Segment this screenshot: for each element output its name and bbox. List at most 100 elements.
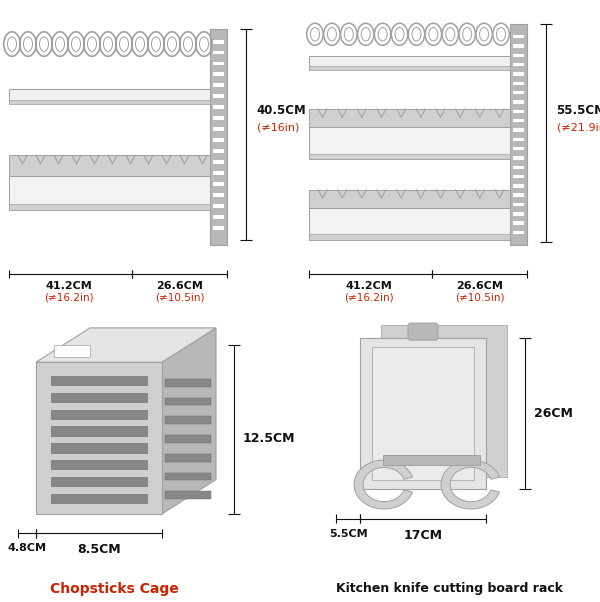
FancyBboxPatch shape [51,494,147,503]
FancyBboxPatch shape [513,137,523,141]
Text: Kitchen knife cutting board rack: Kitchen knife cutting board rack [337,582,563,595]
FancyBboxPatch shape [513,45,523,48]
FancyBboxPatch shape [309,190,510,208]
FancyBboxPatch shape [164,454,211,462]
FancyBboxPatch shape [513,72,523,76]
FancyBboxPatch shape [213,51,223,55]
FancyBboxPatch shape [213,61,223,66]
Polygon shape [36,328,216,362]
Text: Chopsticks Cage: Chopsticks Cage [50,582,178,597]
FancyBboxPatch shape [164,473,211,480]
Text: (≠16.2in): (≠16.2in) [44,293,94,302]
FancyBboxPatch shape [513,91,523,95]
FancyBboxPatch shape [309,56,510,69]
FancyBboxPatch shape [51,460,147,470]
FancyBboxPatch shape [513,222,523,225]
FancyBboxPatch shape [164,417,211,424]
FancyBboxPatch shape [9,155,210,176]
FancyBboxPatch shape [164,491,211,499]
FancyBboxPatch shape [513,128,523,132]
FancyBboxPatch shape [164,379,211,386]
FancyBboxPatch shape [510,25,527,245]
FancyBboxPatch shape [513,231,523,234]
FancyBboxPatch shape [408,323,438,340]
FancyBboxPatch shape [309,154,510,159]
FancyBboxPatch shape [213,40,223,43]
FancyBboxPatch shape [513,63,523,66]
Text: 26.6CM: 26.6CM [457,281,503,291]
FancyBboxPatch shape [213,72,223,76]
Text: 17CM: 17CM [404,529,443,542]
Text: 26CM: 26CM [534,407,573,420]
FancyBboxPatch shape [213,182,223,186]
FancyBboxPatch shape [513,203,523,206]
FancyBboxPatch shape [360,338,486,489]
FancyBboxPatch shape [513,184,523,188]
Text: (≠16.2in): (≠16.2in) [344,293,394,302]
Text: (≠16in): (≠16in) [257,122,299,132]
FancyBboxPatch shape [213,160,223,164]
FancyBboxPatch shape [51,410,147,419]
FancyBboxPatch shape [513,166,523,169]
FancyBboxPatch shape [213,203,223,208]
FancyBboxPatch shape [513,175,523,178]
Text: 8.5CM: 8.5CM [77,543,121,556]
FancyBboxPatch shape [9,176,210,211]
FancyBboxPatch shape [51,426,147,436]
FancyBboxPatch shape [513,193,523,197]
FancyBboxPatch shape [9,101,210,104]
Text: 55.5CM: 55.5CM [557,104,600,117]
FancyBboxPatch shape [213,193,223,197]
FancyBboxPatch shape [9,204,210,211]
FancyBboxPatch shape [213,215,223,219]
FancyBboxPatch shape [213,95,223,98]
Text: (≠10.5in): (≠10.5in) [455,293,505,302]
Text: 12.5CM: 12.5CM [243,432,296,444]
FancyBboxPatch shape [51,477,147,486]
Text: 5.5CM: 5.5CM [329,529,367,539]
Text: 4.8CM: 4.8CM [7,543,47,553]
Polygon shape [354,460,413,509]
FancyBboxPatch shape [213,226,223,229]
FancyBboxPatch shape [513,35,523,39]
FancyBboxPatch shape [513,54,523,57]
Polygon shape [441,460,500,509]
FancyBboxPatch shape [54,345,90,357]
FancyBboxPatch shape [210,29,227,245]
FancyBboxPatch shape [513,110,523,113]
Polygon shape [381,326,507,477]
FancyBboxPatch shape [372,347,474,480]
FancyBboxPatch shape [213,171,223,175]
FancyBboxPatch shape [309,127,510,159]
FancyBboxPatch shape [164,397,211,405]
Text: 40.5CM: 40.5CM [257,104,306,117]
FancyBboxPatch shape [513,156,523,160]
FancyBboxPatch shape [213,116,223,120]
FancyBboxPatch shape [383,455,480,465]
Text: 26.6CM: 26.6CM [157,281,203,291]
FancyBboxPatch shape [309,66,510,70]
FancyBboxPatch shape [51,393,147,402]
FancyBboxPatch shape [36,362,162,514]
FancyBboxPatch shape [513,212,523,216]
FancyBboxPatch shape [213,127,223,131]
Polygon shape [162,328,216,514]
FancyBboxPatch shape [213,84,223,87]
FancyBboxPatch shape [513,82,523,85]
FancyBboxPatch shape [309,208,510,240]
FancyBboxPatch shape [213,149,223,153]
FancyBboxPatch shape [51,376,147,385]
FancyBboxPatch shape [513,119,523,122]
Text: 41.2CM: 41.2CM [346,281,392,291]
FancyBboxPatch shape [164,435,211,443]
FancyBboxPatch shape [213,105,223,109]
FancyBboxPatch shape [213,138,223,142]
FancyBboxPatch shape [513,101,523,104]
FancyBboxPatch shape [309,109,510,127]
FancyBboxPatch shape [513,147,523,150]
Text: (≠21.9in): (≠21.9in) [557,122,600,132]
Text: (≠10.5in): (≠10.5in) [155,293,205,302]
Text: 41.2CM: 41.2CM [46,281,92,291]
FancyBboxPatch shape [9,89,210,103]
FancyBboxPatch shape [309,234,510,240]
